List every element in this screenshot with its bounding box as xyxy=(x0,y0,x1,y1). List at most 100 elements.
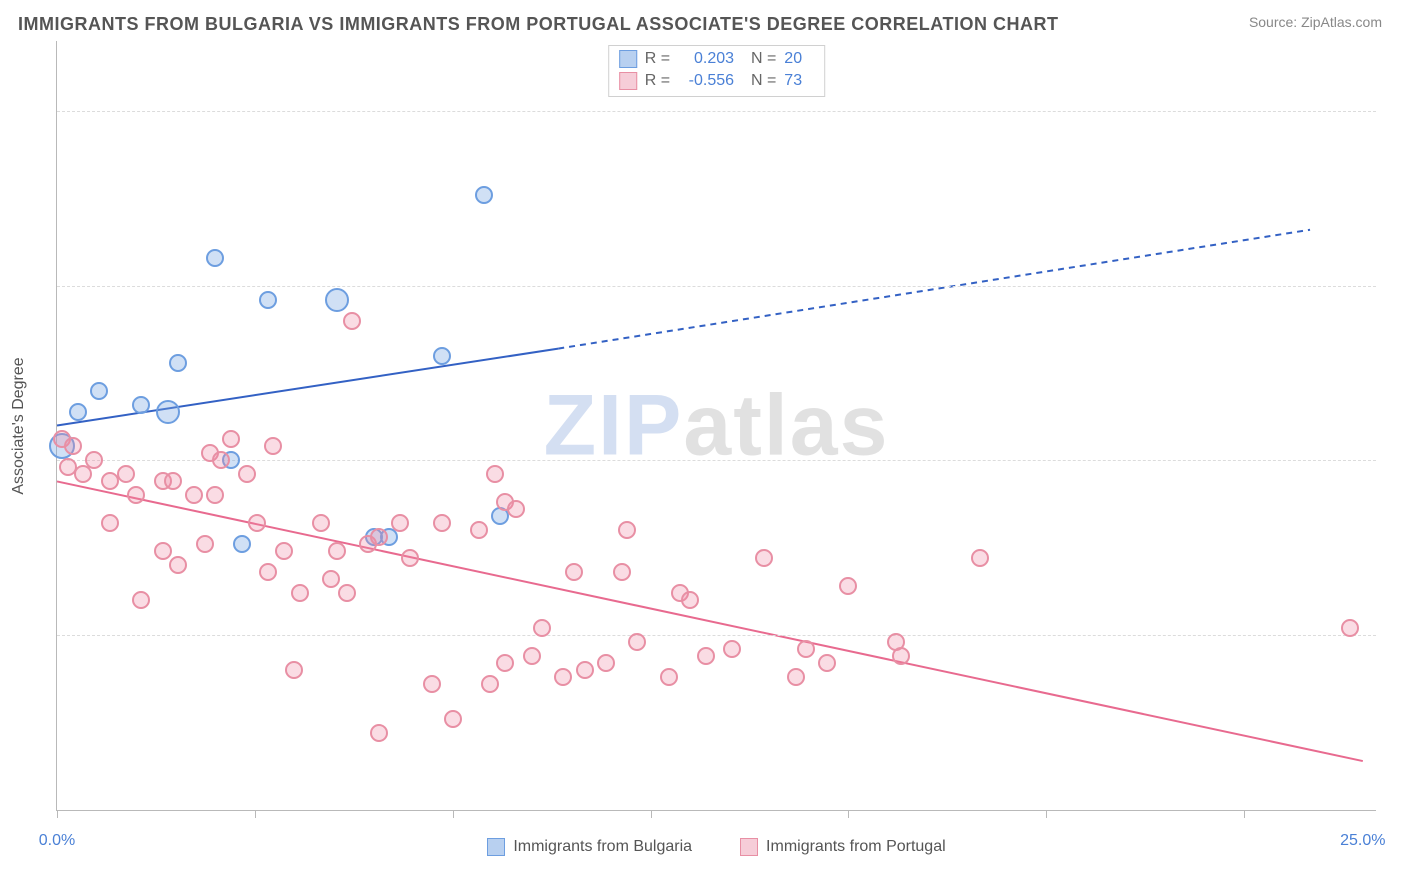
data-point xyxy=(69,403,87,421)
data-point xyxy=(507,500,525,518)
data-point xyxy=(486,465,504,483)
data-point xyxy=(423,675,441,693)
data-point xyxy=(697,647,715,665)
data-point xyxy=(196,535,214,553)
gridline xyxy=(57,286,1376,287)
data-point xyxy=(238,465,256,483)
data-point xyxy=(222,430,240,448)
data-point xyxy=(565,563,583,581)
watermark-atlas: atlas xyxy=(683,377,889,473)
data-point xyxy=(618,521,636,539)
data-point xyxy=(613,563,631,581)
data-point xyxy=(391,514,409,532)
data-point xyxy=(259,291,277,309)
x-tick xyxy=(848,810,849,818)
gridline xyxy=(57,460,1376,461)
data-point xyxy=(127,486,145,504)
stat-n-value: 20 xyxy=(784,48,814,70)
data-point xyxy=(576,661,594,679)
data-point xyxy=(164,472,182,490)
data-point xyxy=(156,400,180,424)
y-tick-label: 100.0% xyxy=(1388,102,1406,120)
legend-item: Immigrants from Portugal xyxy=(740,838,946,856)
legend-swatch xyxy=(619,72,637,90)
data-point xyxy=(322,570,340,588)
data-point xyxy=(797,640,815,658)
stat-r-value: -0.556 xyxy=(678,70,734,92)
x-tick xyxy=(1046,810,1047,818)
gridline xyxy=(57,111,1376,112)
stat-n-label: N = xyxy=(742,48,776,70)
x-tick xyxy=(453,810,454,818)
data-point xyxy=(64,437,82,455)
legend-swatch xyxy=(619,50,637,68)
data-point xyxy=(787,668,805,686)
data-point xyxy=(470,521,488,539)
data-point xyxy=(85,451,103,469)
data-point xyxy=(481,675,499,693)
legend-label: Immigrants from Portugal xyxy=(766,838,946,856)
data-point xyxy=(892,647,910,665)
data-point xyxy=(291,584,309,602)
header-row: IMMIGRANTS FROM BULGARIA VS IMMIGRANTS F… xyxy=(0,0,1406,41)
stat-r-label: R = xyxy=(645,70,670,92)
chart-title: IMMIGRANTS FROM BULGARIA VS IMMIGRANTS F… xyxy=(18,14,1058,35)
legend-label: Immigrants from Bulgaria xyxy=(513,838,692,856)
y-tick-label: 50.0% xyxy=(1388,451,1406,469)
data-point xyxy=(312,514,330,532)
stat-r-label: R = xyxy=(645,48,670,70)
legend-swatch xyxy=(487,838,505,856)
y-tick-label: 75.0% xyxy=(1388,277,1406,295)
y-axis-label: Associate's Degree xyxy=(10,357,28,494)
data-point xyxy=(169,354,187,372)
data-point xyxy=(554,668,572,686)
legend-bottom: Immigrants from Bulgaria Immigrants from … xyxy=(57,838,1376,856)
data-point xyxy=(971,549,989,567)
data-point xyxy=(496,654,514,672)
data-point xyxy=(206,249,224,267)
data-point xyxy=(325,288,349,312)
trend-line xyxy=(558,230,1310,349)
legend-stats-row: R = 0.203 N = 20 xyxy=(619,48,815,70)
data-point xyxy=(723,640,741,658)
chart-container: IMMIGRANTS FROM BULGARIA VS IMMIGRANTS F… xyxy=(0,0,1406,892)
data-point xyxy=(185,486,203,504)
data-point xyxy=(248,514,266,532)
data-point xyxy=(233,535,251,553)
trend-line xyxy=(57,349,558,426)
data-point xyxy=(90,382,108,400)
data-point xyxy=(275,542,293,560)
source-attribution: Source: ZipAtlas.com xyxy=(1249,14,1382,30)
data-point xyxy=(433,514,451,532)
data-point xyxy=(681,591,699,609)
legend-stats-row: R =-0.556 N =73 xyxy=(619,70,815,92)
data-point xyxy=(628,633,646,651)
data-point xyxy=(433,347,451,365)
x-tick-label-right: 25.0% xyxy=(1340,832,1385,850)
data-point xyxy=(338,584,356,602)
data-point xyxy=(206,486,224,504)
data-point xyxy=(101,514,119,532)
data-point xyxy=(117,465,135,483)
stat-r-value: 0.203 xyxy=(678,48,734,70)
data-point xyxy=(169,556,187,574)
trend-lines-svg xyxy=(57,41,1376,810)
data-point xyxy=(370,528,388,546)
data-point xyxy=(839,577,857,595)
data-point xyxy=(370,724,388,742)
data-point xyxy=(523,647,541,665)
watermark-zip: ZIP xyxy=(544,377,684,473)
x-tick-label-left: 0.0% xyxy=(39,832,75,850)
data-point xyxy=(132,396,150,414)
data-point xyxy=(259,563,277,581)
data-point xyxy=(444,710,462,728)
data-point xyxy=(264,437,282,455)
x-tick xyxy=(57,810,58,818)
data-point xyxy=(660,668,678,686)
data-point xyxy=(132,591,150,609)
data-point xyxy=(154,542,172,560)
data-point xyxy=(343,312,361,330)
legend-item: Immigrants from Bulgaria xyxy=(487,838,692,856)
data-point xyxy=(533,619,551,637)
stat-n-value: 73 xyxy=(784,70,814,92)
